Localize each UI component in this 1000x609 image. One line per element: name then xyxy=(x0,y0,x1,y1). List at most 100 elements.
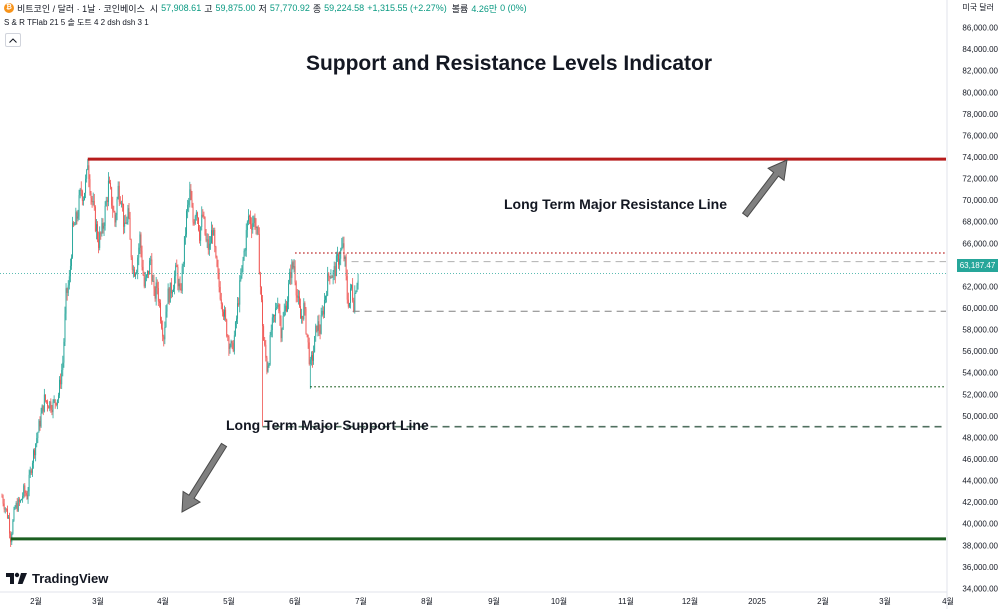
candle-body xyxy=(240,275,242,281)
candle-body xyxy=(161,320,163,328)
candle-body xyxy=(308,342,310,365)
candle-body xyxy=(80,189,82,192)
candle-body xyxy=(251,224,253,230)
candle-body xyxy=(279,310,281,319)
candle-body xyxy=(291,262,293,278)
candle-body xyxy=(69,265,71,277)
x-tick-label: 5월 xyxy=(223,596,235,606)
volume-label: 볼륨 xyxy=(451,3,469,14)
y-tick-label: 68,000.00 xyxy=(962,218,998,227)
candle-body xyxy=(4,508,6,510)
candle-body xyxy=(2,496,4,504)
candle-body xyxy=(310,355,312,360)
symbol-name[interactable]: 비트코인 / 달러 · 1날 · 코인베이스 xyxy=(17,3,145,14)
candle-body xyxy=(207,239,209,250)
candle-body xyxy=(175,265,177,277)
y-tick-label: 56,000.00 xyxy=(962,347,998,356)
candle-body xyxy=(216,256,218,267)
candle-body xyxy=(304,303,306,309)
candle-body xyxy=(154,288,156,299)
candle-body xyxy=(124,222,126,227)
candle-body xyxy=(295,282,297,296)
candle-body xyxy=(314,336,316,353)
candle-body xyxy=(241,265,243,276)
candle-body xyxy=(346,276,348,300)
candle-body xyxy=(182,264,184,267)
candle-body xyxy=(206,239,208,241)
candle-body xyxy=(147,270,148,275)
candle-body xyxy=(239,280,241,305)
brand-name: TradingView xyxy=(32,571,109,586)
candle-body xyxy=(193,222,195,224)
candle-body xyxy=(105,200,107,206)
candle-body xyxy=(290,272,292,278)
candle-body xyxy=(296,295,298,298)
y-tick-label: 46,000.00 xyxy=(962,455,998,464)
candle-body xyxy=(164,326,166,340)
candle-body xyxy=(40,413,42,427)
currency-label[interactable]: 미국 달러 xyxy=(962,2,994,13)
y-tick-label: 52,000.00 xyxy=(962,390,998,399)
candle-body xyxy=(320,314,322,334)
candle-body xyxy=(272,315,274,318)
candle-body xyxy=(15,503,17,507)
candle-body xyxy=(110,183,112,188)
candle-body xyxy=(244,250,246,252)
candle-body xyxy=(93,201,95,208)
candle-body xyxy=(167,288,169,304)
candles xyxy=(1,158,359,547)
candle-body xyxy=(292,262,294,268)
candle-body xyxy=(114,212,116,223)
candle-body xyxy=(98,239,100,248)
candle-body xyxy=(42,405,44,412)
tradingview-logo[interactable]: TradingView xyxy=(6,571,108,586)
x-tick-label: 4월 xyxy=(157,596,169,606)
y-tick-label: 38,000.00 xyxy=(962,541,998,550)
candle-body xyxy=(37,432,39,439)
candle-body xyxy=(233,335,235,352)
candle-body xyxy=(132,269,134,271)
candle-body xyxy=(265,344,267,358)
candle-body xyxy=(89,179,91,194)
candle-body xyxy=(277,304,279,308)
high-value: 59,875.00 xyxy=(215,3,256,13)
candle-body xyxy=(221,303,223,312)
indicator-legend[interactable]: S & R TFlab 21 5 솔 도트 4 2 dsh dsh 3 1 xyxy=(4,18,149,27)
candle-body xyxy=(228,336,230,349)
candle-body xyxy=(323,299,325,315)
candle-body xyxy=(72,222,74,258)
candle-body xyxy=(122,203,123,205)
x-tick-label: 8월 xyxy=(421,596,433,606)
candle-body xyxy=(38,420,40,433)
candle-body xyxy=(60,379,62,385)
candle-body xyxy=(238,303,240,305)
y-tick-label: 48,000.00 xyxy=(962,433,998,442)
candle-body xyxy=(39,420,41,427)
candle-body xyxy=(302,315,304,320)
candle-body xyxy=(180,288,182,291)
candle-body xyxy=(91,198,93,203)
volume-extra: 0 (0%) xyxy=(500,3,527,13)
candle-body xyxy=(316,325,318,332)
candle-body xyxy=(152,280,154,282)
candle-body xyxy=(283,310,285,317)
candle-body xyxy=(319,330,321,334)
candle-body xyxy=(229,346,231,349)
candle-body xyxy=(307,334,309,343)
candle-body xyxy=(337,254,338,256)
candle-body xyxy=(9,517,11,534)
candle-body xyxy=(334,266,336,277)
candle-body xyxy=(353,300,355,312)
candle-body xyxy=(119,201,121,204)
candle-body xyxy=(284,305,286,311)
candle-body xyxy=(133,269,135,277)
collapse-button[interactable] xyxy=(5,33,21,47)
y-tick-label: 50,000.00 xyxy=(962,412,998,421)
candle-body xyxy=(138,247,140,258)
candle-body xyxy=(128,208,130,218)
candle-body xyxy=(156,282,158,289)
candle-body xyxy=(46,400,47,402)
candle-body xyxy=(254,217,256,227)
candle-body xyxy=(344,256,346,260)
